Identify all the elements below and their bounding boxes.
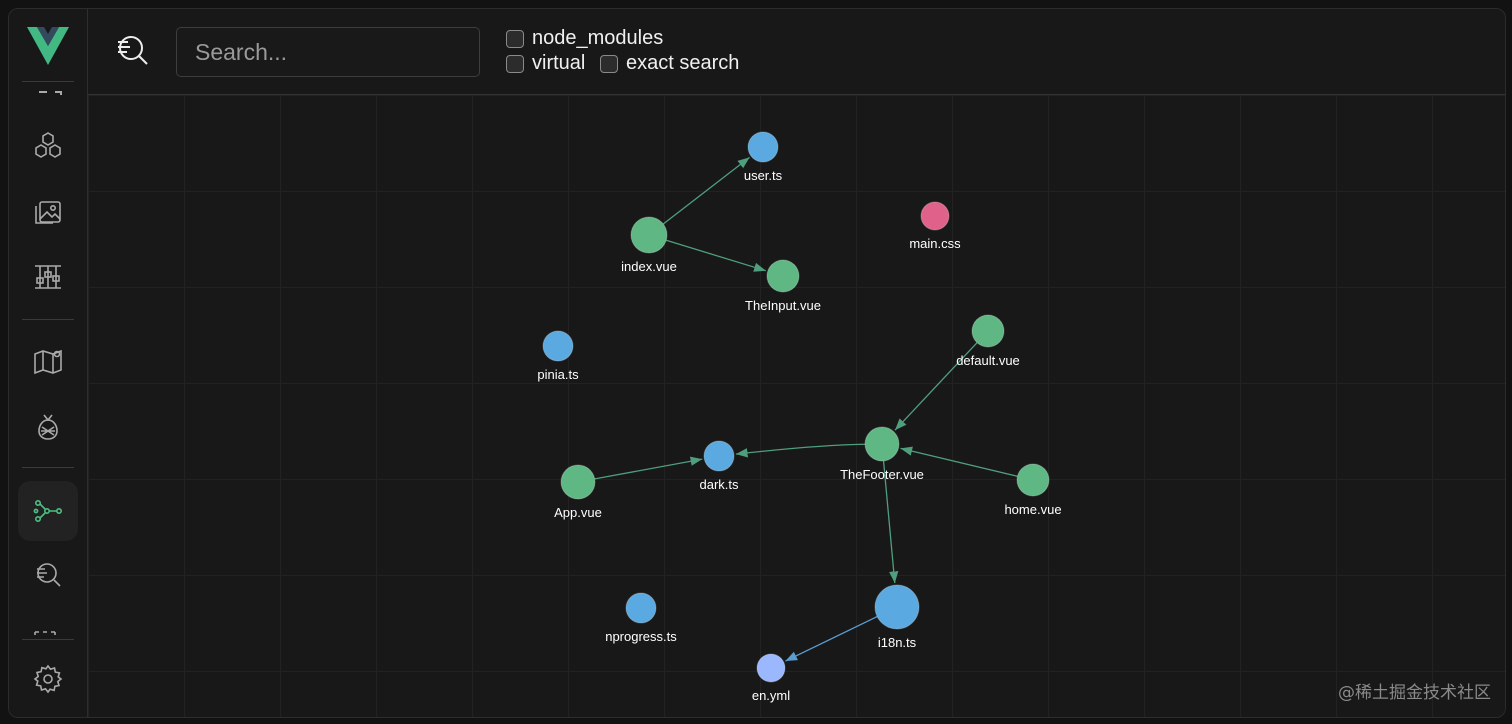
sidebar-item-assets[interactable] (18, 181, 78, 241)
graph-node-circle[interactable] (756, 653, 786, 683)
graph-node-label: index.vue (621, 259, 677, 274)
graph-node-index[interactable]: index.vue (621, 216, 677, 274)
graph-node-label: dark.ts (699, 477, 739, 492)
checkbox-label: node_modules (532, 27, 664, 49)
graph-node-circle[interactable] (630, 216, 668, 254)
pinia-icon (38, 414, 58, 440)
graph-node-label: home.vue (1004, 502, 1061, 517)
toolbar: node_modules virtual exact search (88, 9, 1505, 95)
checkbox-box[interactable] (506, 29, 524, 48)
graph-edge-index-theinput (666, 239, 766, 272)
graph-node-label: TheInput.vue (745, 298, 821, 313)
sidebar-divider (22, 467, 74, 468)
graph-edge-thefooter-dark (735, 443, 866, 458)
graph-node-nprogress[interactable]: nprogress.ts (605, 592, 677, 644)
graph-node-circle[interactable] (864, 426, 900, 462)
assets-icon (35, 201, 61, 224)
graph-edge-i18n-enyml (785, 616, 878, 662)
sidebar-item-settings[interactable] (18, 649, 78, 709)
node-modules-checkbox[interactable]: node_modules (506, 27, 663, 50)
graph-node-home[interactable]: home.vue (1004, 463, 1062, 517)
watermark: @稀土掘金技术社区 (1338, 683, 1491, 703)
graph-canvas[interactable]: user.ts index.vue TheInput.vue main.css pini… (88, 95, 1505, 717)
virtual-checkbox[interactable]: virtual (506, 52, 585, 75)
graph-node-circle[interactable] (560, 464, 596, 500)
graph-node-circle[interactable] (542, 330, 574, 362)
graph-node-circle[interactable] (766, 259, 800, 293)
graph-node-i18n[interactable]: i18n.ts (874, 584, 920, 650)
settings-icon (33, 664, 63, 694)
graph-node-circle[interactable] (971, 314, 1005, 348)
graph-node-label: nprogress.ts (605, 629, 677, 644)
graph-node-circle[interactable] (920, 201, 950, 231)
graph-node-label: pinia.ts (537, 367, 579, 382)
more-icon[interactable] (29, 627, 67, 635)
graph-node-label: default.vue (956, 353, 1020, 368)
checkbox-label: exact search (626, 52, 740, 74)
graph-node-label: i18n.ts (878, 635, 917, 650)
graph-node-circle[interactable] (625, 592, 657, 624)
graph-node-circle[interactable] (747, 131, 779, 163)
app-window: node_modules virtual exact search user.t… (8, 8, 1506, 718)
overview-icon[interactable] (29, 87, 67, 95)
graph-node-label: main.css (909, 236, 961, 251)
graph-edge-thefooter-i18n (882, 460, 899, 584)
graph-edge-default-thefooter (894, 342, 978, 431)
search-input[interactable] (176, 27, 480, 77)
graph-node-default[interactable]: default.vue (956, 314, 1020, 368)
sidebar-divider (22, 81, 74, 82)
graph-edge-app-dark (594, 456, 703, 480)
components-icon (35, 132, 61, 158)
exact-search-checkbox[interactable]: exact search (600, 52, 739, 75)
graph-node-circle[interactable] (703, 440, 735, 472)
graph-edge-index-user (662, 156, 750, 225)
graph-node-circle[interactable] (1016, 463, 1050, 497)
router-map-icon (34, 349, 62, 375)
sidebar-item-graph[interactable] (18, 481, 78, 541)
checkbox-box[interactable] (600, 54, 618, 73)
graph-icon (33, 500, 62, 522)
graph-node-dark[interactable]: dark.ts (699, 440, 739, 492)
graph-node-main[interactable]: main.css (909, 201, 961, 251)
graph-node-user[interactable]: user.ts (744, 131, 783, 183)
graph-node-theinput[interactable]: TheInput.vue (745, 259, 821, 313)
graph-node-label: TheFooter.vue (840, 467, 924, 482)
sidebar-item-pinia[interactable] (18, 397, 78, 457)
graph-node-label: en.yml (752, 688, 790, 703)
sidebar-divider (22, 639, 74, 640)
sidebar-item-components[interactable] (18, 116, 78, 176)
sidebar-divider (22, 319, 74, 320)
graph-node-app[interactable]: App.vue (554, 464, 602, 520)
graph-node-thefooter[interactable]: TheFooter.vue (840, 426, 924, 482)
graph-node-enyml[interactable]: en.yml (752, 653, 790, 703)
graph-node-label: user.ts (744, 168, 783, 183)
sidebar-item-inspect[interactable] (18, 545, 78, 605)
graph-node-circle[interactable] (874, 584, 920, 630)
module-graph[interactable]: user.ts index.vue TheInput.vue main.css pini… (88, 95, 1505, 717)
graph-node-label: App.vue (554, 505, 602, 520)
checkbox-box[interactable] (506, 54, 524, 73)
vue-logo-icon[interactable] (27, 27, 69, 65)
sidebar (9, 9, 88, 717)
checkbox-label: virtual (532, 52, 586, 74)
timeline-icon (35, 265, 61, 289)
sidebar-item-router-map[interactable] (18, 331, 78, 391)
graph-edge-home-thefooter (900, 446, 1018, 477)
inspect-icon (37, 563, 61, 587)
search-icon (112, 31, 150, 69)
sidebar-item-timeline[interactable] (18, 247, 78, 307)
graph-node-pinia[interactable]: pinia.ts (537, 330, 579, 382)
